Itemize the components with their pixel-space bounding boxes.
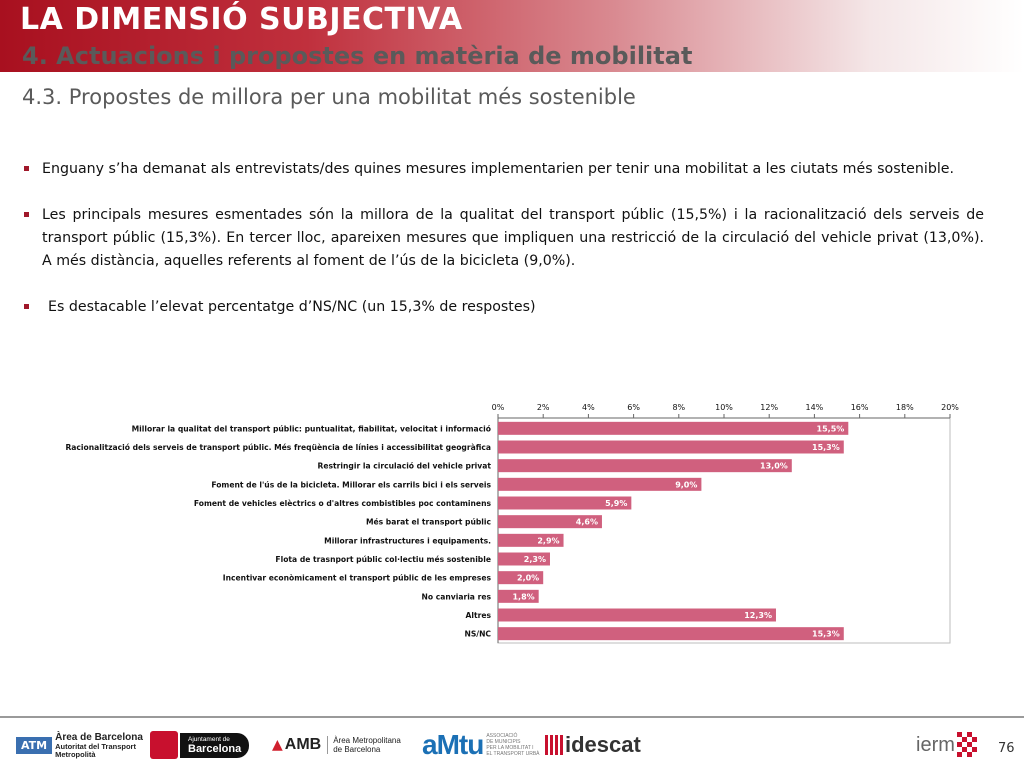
idescat-stripes-icon	[545, 735, 563, 755]
bar-value-label: 2,3%	[524, 555, 546, 564]
amb-line1: Àrea Metropolitana	[333, 736, 401, 745]
bullet-list: Enguany s’ha demanat als entrevistats/de…	[22, 158, 984, 342]
bar	[498, 608, 776, 622]
page-subtitle: 4. Actuacions i propostes en matèria de …	[22, 42, 693, 70]
x-tick-label: 6%	[627, 403, 640, 412]
amtu-line2: DE MUNICIPIS	[486, 739, 521, 745]
category-label: Incentivar econòmicament el transport pú…	[223, 574, 492, 583]
atm-logo: ATM Àrea de Barcelona Autoritat del Tran…	[16, 728, 143, 762]
bar-value-label: 15,3%	[812, 443, 840, 452]
atm-logo-name: Àrea de Barcelona	[55, 731, 143, 743]
footer-divider	[0, 716, 1024, 718]
x-tick-label: 2%	[537, 403, 550, 412]
ajuntament-name: Barcelona	[188, 742, 242, 755]
bar-value-label: 15,5%	[817, 424, 845, 433]
bullet-text: Es destacable l’elevat percentatge d’NS/…	[48, 299, 536, 315]
bullet-square-icon	[24, 212, 29, 217]
bar	[498, 421, 849, 435]
bar-value-label: 5,9%	[605, 499, 627, 508]
idescat-logo: idescat	[545, 728, 641, 762]
atm-logo-sub1: Autoritat del Transport	[55, 741, 136, 751]
bar	[498, 515, 602, 529]
bar-value-label: 2,9%	[537, 536, 559, 545]
x-tick-label: 14%	[806, 403, 824, 412]
bar-value-label: 13,0%	[760, 462, 788, 471]
x-tick-label: 20%	[941, 403, 959, 412]
bar-chart: 0% 2% 4% 6% 8% 10% 12% 14% 16% 18% 20% 15,5% Millora…	[65, 403, 959, 644]
category-label: NS/NC	[464, 630, 491, 639]
page-title: LA DIMENSIÓ SUBJECTIVA	[20, 2, 463, 37]
bar	[498, 552, 550, 566]
bar	[498, 440, 844, 454]
bar	[498, 571, 544, 585]
category-label: Foment de vehicles elèctrics o d'altres …	[194, 499, 492, 508]
iermb-logo-mark: ierm	[916, 733, 955, 756]
idescat-logo-mark: idescat	[565, 732, 641, 757]
x-tick-label: 12%	[760, 403, 778, 412]
amtu-logo: aMtu ASSOCIACIÓ DE MUNICIPIS PER LA MOBI…	[422, 728, 540, 762]
bullet-item: Es destacable l’elevat percentatge d’NS/…	[22, 296, 984, 319]
x-tick-label: 16%	[851, 403, 869, 412]
x-tick-label: 10%	[715, 403, 733, 412]
amtu-line1: ASSOCIACIÓ	[486, 733, 518, 739]
x-tick-label: 18%	[896, 403, 914, 412]
iermb-pixel-icon	[956, 732, 977, 757]
bar-value-label: 2,0%	[517, 574, 539, 583]
bullet-item: Enguany s’ha demanat als entrevistats/de…	[22, 158, 984, 181]
amtu-line3: PER LA MOBILITAT I	[486, 745, 534, 751]
category-label: Foment de l'ús de la bicicleta. Millorar…	[211, 480, 491, 489]
category-label: No canviaria res	[422, 592, 492, 601]
category-label: Millorar infrastructures i equipaments.	[324, 536, 491, 545]
atm-logo-mark: ATM	[16, 736, 53, 754]
bar-value-label: 12,3%	[744, 611, 772, 620]
header-banner: LA DIMENSIÓ SUBJECTIVA 4. Actuacions i p…	[0, 0, 1024, 72]
bar	[498, 627, 844, 641]
bar	[498, 459, 792, 473]
ajuntament-logo: Ajuntament de Barcelona	[150, 728, 250, 762]
amtu-logo-mark: aMtu	[422, 729, 484, 760]
amb-triangle-icon: ▲	[272, 737, 283, 753]
x-tick-label: 0%	[492, 403, 505, 412]
iermb-logo: ierm	[916, 728, 981, 762]
bullet-text: Enguany s’ha demanat als entrevistats/de…	[42, 161, 955, 177]
category-label: Flota de trasnport públic col·lectiu més…	[275, 555, 491, 564]
category-label: Altres	[465, 611, 491, 620]
bar	[498, 533, 564, 547]
bar-value-label: 15,3%	[812, 630, 840, 639]
page-number: 76	[998, 741, 1015, 756]
x-tick-label: 4%	[582, 403, 595, 412]
bar	[498, 496, 632, 510]
bar	[498, 589, 539, 603]
category-label: Millorar la qualitat del transport públi…	[132, 424, 491, 433]
bar-value-label: 4,6%	[576, 518, 598, 527]
amb-line2: de Barcelona	[333, 745, 381, 754]
bar	[498, 477, 702, 491]
barcelona-shield-icon	[150, 731, 178, 759]
category-label: Més barat el transport públic	[366, 518, 491, 527]
bullet-square-icon	[24, 166, 29, 171]
section-heading: 4.3. Propostes de millora per una mobili…	[22, 85, 636, 109]
amb-logo-mark: AMB	[284, 736, 322, 753]
bullet-item: Les principals mesures esmentades són la…	[22, 204, 984, 273]
bullet-text: Les principals mesures esmentades són la…	[42, 207, 984, 269]
category-label: Racionalització dels serveis de transpor…	[65, 443, 491, 452]
atm-logo-sub2: Metropolità	[55, 749, 96, 759]
x-tick-label: 8%	[672, 403, 685, 412]
bullet-square-icon	[24, 304, 29, 309]
amb-logo: ▲ AMB Àrea Metropolitana de Barcelona	[272, 728, 401, 762]
bar-value-label: 1,8%	[512, 592, 534, 601]
category-label: Restringir la circulació del vehicle pri…	[318, 462, 492, 471]
ajuntament-top: Ajuntament de	[188, 735, 230, 743]
amtu-line4: EL TRANSPORT URBÀ	[486, 751, 540, 757]
bar-value-label: 9,0%	[675, 480, 697, 489]
